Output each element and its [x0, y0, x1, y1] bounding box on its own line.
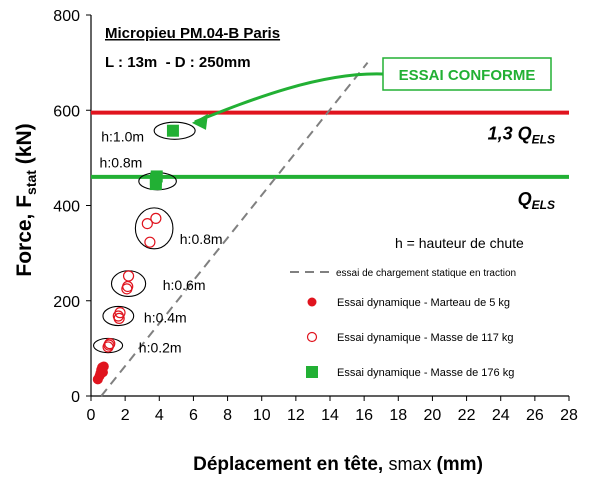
x-tick-label: 22	[458, 407, 476, 424]
reference-lines: 1,3 QELS QELS	[91, 110, 569, 212]
x-axis-title: Déplacement en tête, smax (mm)	[193, 454, 483, 475]
y-tick-label: 200	[53, 294, 80, 311]
callout-text: ESSAI CONFORME	[399, 67, 536, 84]
x-tick-label: 26	[526, 407, 544, 424]
y-tick-label: 0	[71, 389, 80, 406]
point-masse-176kg	[166, 124, 179, 137]
y-tick-label: 400	[53, 199, 80, 216]
point-masse-117kg	[104, 338, 116, 350]
static-test-line	[100, 62, 369, 397]
x-tick-label: 6	[189, 407, 198, 424]
x-tick-label: 16	[355, 407, 373, 424]
x-tick-label: 8	[223, 407, 232, 424]
x-tick-label: 24	[492, 407, 510, 424]
legend-swatch	[306, 366, 318, 378]
y-tick-label: 600	[53, 103, 80, 120]
drop-height-label: h:0.8m	[100, 155, 143, 171]
group-ellipses: h:0.2m h:0.4m h:0.6m h:0.8m h:0.8m h:1.0m	[93, 121, 223, 355]
group-ellipse	[134, 207, 174, 250]
x-tick-label: 2	[121, 407, 130, 424]
legend-label: Essai dynamique - Masse de 176 kg	[337, 367, 514, 379]
point-masse-176kg	[150, 170, 163, 183]
legend-item-essai-dynamique-masse-de-117-kg: Essai dynamique - Masse de 117 kg	[306, 331, 514, 344]
x-tick-label: 10	[253, 407, 271, 424]
callout-arrowhead	[191, 113, 208, 130]
chart-title: Micropieu PM.04-B Paris	[105, 25, 280, 42]
drop-height-label: h:0.2m	[139, 339, 182, 355]
legend-swatch	[306, 331, 318, 343]
group-ellipse	[153, 121, 196, 140]
point-masse-117kg	[122, 280, 134, 293]
legend-item-essai-dynamique-masse-de-176-kg: Essai dynamique - Masse de 176 kg	[306, 366, 514, 379]
y-axis-title: Force, Fstat (kN)	[13, 123, 39, 276]
x-tick-label: 20	[424, 407, 442, 424]
legend-label: Essai dynamique - Marteau de 5 kg	[337, 297, 510, 309]
chart-subtitle: L : 13m - D : 250mm	[105, 54, 251, 71]
x-tick-label: 28	[560, 407, 578, 424]
legend-item-essai-de-chargement-statique-en-traction: essai de chargement statique en traction	[290, 268, 516, 279]
legend: h = hauteur de chute essai de chargement …	[290, 235, 524, 379]
legend-label: Essai dynamique - Masse de 117 kg	[337, 332, 514, 344]
x-tick-label: 12	[287, 407, 305, 424]
point-masse-117kg	[141, 217, 153, 230]
static-test-series-line	[100, 62, 369, 397]
callout-box	[382, 57, 552, 91]
point-masse-117kg	[150, 212, 162, 224]
point-masse-117kg	[103, 339, 115, 351]
x-tick-label: 4	[155, 407, 164, 424]
drop-height-label: h:1.0m	[101, 128, 144, 144]
drop-height-label: h:0.6m	[163, 277, 206, 293]
point-marteau-5kg	[98, 361, 109, 372]
x-tick-label: 14	[321, 407, 339, 424]
drop-height-label: h:0.8m	[180, 231, 223, 247]
point-masse-117kg	[113, 312, 125, 324]
point-masse-117kg	[122, 270, 135, 282]
x-tick-label: 18	[389, 407, 407, 424]
point-masse-117kg	[144, 236, 156, 248]
legend-label: essai de chargement statique en traction	[336, 268, 516, 279]
x-tick-label: 0	[87, 407, 96, 424]
callout: ESSAI CONFORME	[191, 57, 552, 130]
data-points	[92, 124, 179, 385]
group-ellipse	[102, 305, 135, 327]
axis-labels: Déplacement en tête, smax (mm) Force, Fst…	[13, 123, 483, 475]
drop-height-label: h:0.4m	[144, 309, 187, 325]
legend-item-essai-dynamique-marteau-de-5-kg: Essai dynamique - Marteau de 5 kg	[307, 297, 510, 309]
legend-swatch	[307, 297, 317, 307]
y-tick-label: 800	[53, 8, 80, 25]
reference-line-label: 1,3 QELS	[488, 124, 555, 147]
reference-line-label: QELS	[518, 189, 555, 212]
point-masse-117kg	[114, 307, 126, 319]
legend-note: h = hauteur de chute	[395, 235, 524, 251]
callout-arrow	[194, 72, 384, 124]
